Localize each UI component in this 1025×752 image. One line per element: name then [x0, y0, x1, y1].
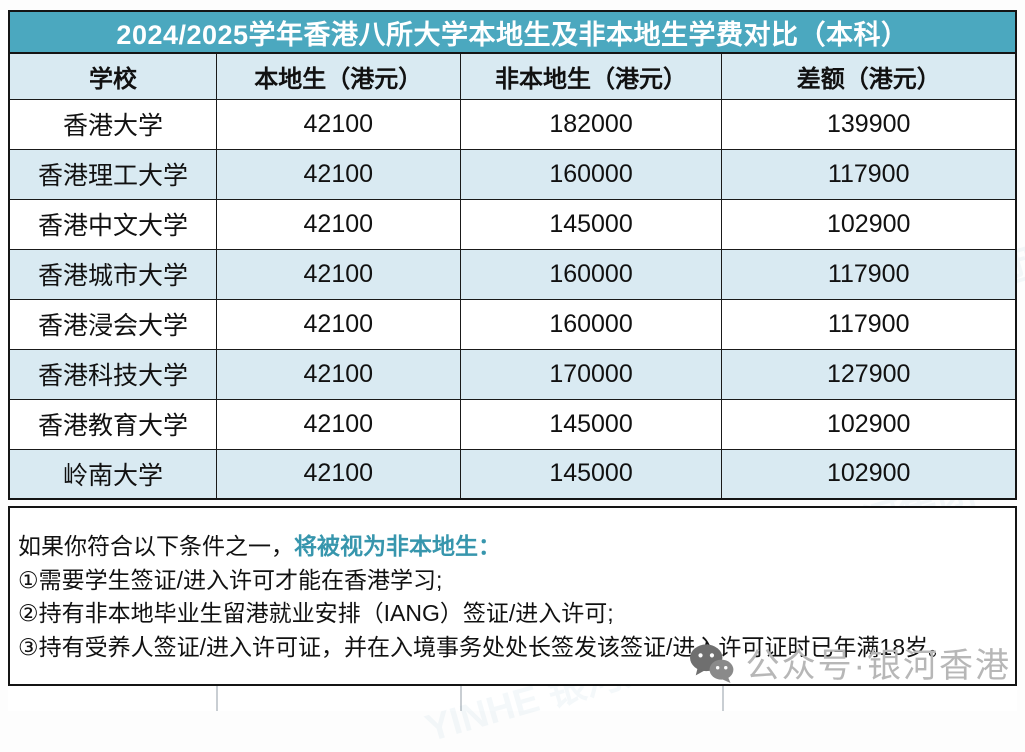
page-title-text: 2024/2025学年香港八所大学本地生及非本地生学费对比（本科）	[116, 19, 909, 50]
school-cell: 岭南大学	[8, 448, 217, 500]
difference-cell: 127900	[721, 348, 1017, 400]
table-row: 香港浸会大学 42100 160000 117900	[8, 298, 1017, 350]
school-cell: 香港教育大学	[8, 398, 217, 450]
wechat-account-caption: 公众号·银河香港	[688, 638, 1011, 687]
table-header-row: 学校 本地生（港元） 非本地生（港元） 差额（港元）	[8, 52, 1017, 100]
local-fee-cell: 42100	[215, 148, 461, 200]
table-row: 香港中文大学 42100 145000 102900	[8, 198, 1017, 250]
notes-item: ①需要学生签证/进入许可才能在香港学习;	[18, 566, 443, 593]
notes-intro-text: 如果你符合以下条件之一，	[18, 533, 294, 559]
nonlocal-fee-cell: 145000	[459, 398, 723, 450]
table-row: 香港教育大学 42100 145000 102900	[8, 398, 1017, 450]
school-cell: 香港大学	[8, 98, 217, 150]
difference-cell: 117900	[721, 298, 1017, 350]
notes-item: ②持有非本地毕业生留港就业安排（IANG）签证/进入许可;	[18, 600, 614, 626]
column-header-school: 学校	[8, 52, 217, 100]
nonlocal-fee-cell: 170000	[459, 348, 723, 400]
school-cell: 香港浸会大学	[8, 298, 217, 350]
column-divider	[722, 684, 724, 711]
notes-intro-line: 如果你符合以下条件之一，将被视为非本地生：	[18, 530, 1005, 564]
school-cell: 香港中文大学	[8, 198, 217, 250]
table-row: 岭南大学 42100 145000 102900	[8, 448, 1017, 500]
notes-item: ③持有受养人签证/进入许可证，并在入境事务处处长签发该签证/进入许可证时已年满1…	[18, 633, 951, 660]
column-divider	[460, 684, 462, 711]
nonlocal-fee-cell: 182000	[459, 98, 723, 150]
notes-intro-highlight: 将被视为非本地生：	[294, 533, 501, 559]
tuition-comparison-table: 学校 本地生（港元） 非本地生（港元） 差额（港元） 香港大学 42100 18…	[8, 52, 1017, 500]
non-local-criteria-notes: 如果你符合以下条件之一，将被视为非本地生： ①需要学生签证/进入许可才能在香港学…	[8, 506, 1017, 686]
column-header-nonlocal: 非本地生（港元）	[459, 52, 723, 100]
local-fee-cell: 42100	[215, 248, 461, 300]
column-divider	[216, 684, 218, 711]
local-fee-cell: 42100	[215, 298, 461, 350]
school-cell: 香港理工大学	[8, 148, 217, 200]
local-fee-cell: 42100	[215, 98, 461, 150]
page: { "page": { "title": "2024/2025学年香港八所大学本…	[8, 10, 1017, 711]
difference-cell: 139900	[721, 98, 1017, 150]
page-title: 2024/2025学年香港八所大学本地生及非本地生学费对比（本科）	[8, 10, 1017, 52]
column-header-diff: 差额（港元）	[721, 52, 1017, 100]
difference-cell: 117900	[721, 248, 1017, 300]
content-sheet: 2024/2025学年香港八所大学本地生及非本地生学费对比（本科） 学校 本地生…	[8, 10, 1017, 686]
difference-cell: 102900	[721, 198, 1017, 250]
local-fee-cell: 42100	[215, 348, 461, 400]
wechat-icon	[688, 643, 734, 683]
nonlocal-fee-cell: 145000	[459, 198, 723, 250]
school-cell: 香港城市大学	[8, 248, 217, 300]
difference-cell: 117900	[721, 148, 1017, 200]
local-fee-cell: 42100	[215, 398, 461, 450]
cropped-next-row	[8, 684, 1017, 711]
nonlocal-fee-cell: 160000	[459, 298, 723, 350]
table-row: 香港大学 42100 182000 139900	[8, 98, 1017, 150]
table-row: 香港理工大学 42100 160000 117900	[8, 148, 1017, 200]
nonlocal-fee-cell: 160000	[459, 148, 723, 200]
difference-cell: 102900	[721, 448, 1017, 500]
difference-cell: 102900	[721, 398, 1017, 450]
local-fee-cell: 42100	[215, 198, 461, 250]
wechat-caption-text: 公众号·银河香港	[745, 647, 1011, 685]
local-fee-cell: 42100	[215, 448, 461, 500]
school-cell: 香港科技大学	[8, 348, 217, 400]
nonlocal-fee-cell: 160000	[459, 248, 723, 300]
column-header-local: 本地生（港元）	[215, 52, 461, 100]
nonlocal-fee-cell: 145000	[459, 448, 723, 500]
table-row: 香港科技大学 42100 170000 127900	[8, 348, 1017, 400]
table-row: 香港城市大学 42100 160000 117900	[8, 248, 1017, 300]
